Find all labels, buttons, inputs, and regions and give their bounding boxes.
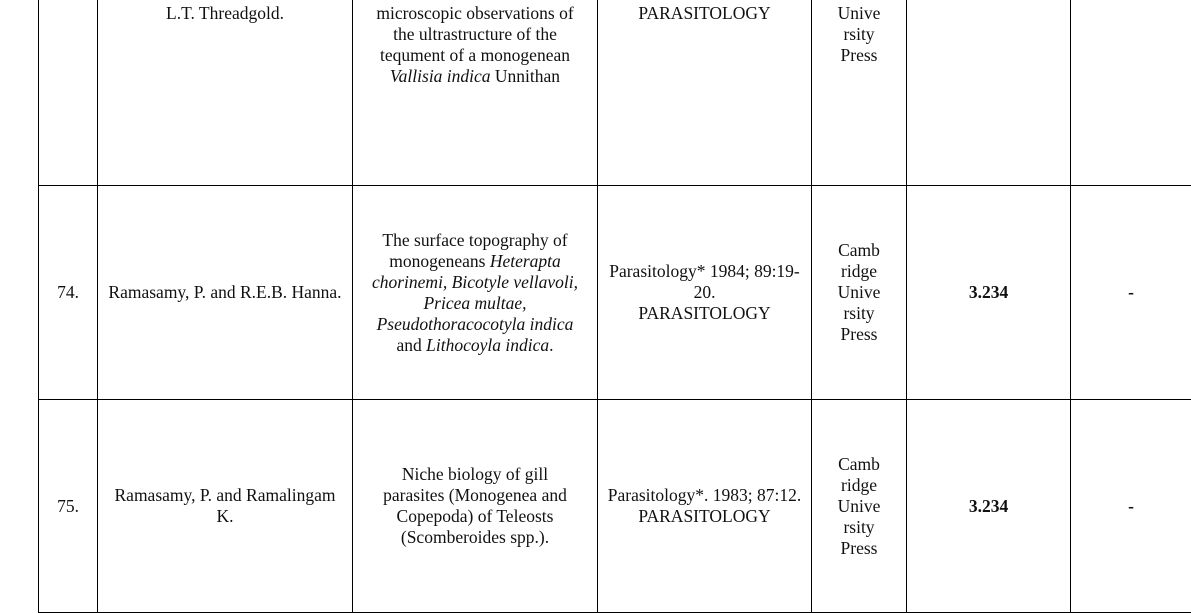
last-cell: -: [1070, 185, 1191, 400]
publisher-line: rsity: [843, 303, 875, 323]
publisher-line: rsity: [843, 24, 875, 44]
title-cell: microscopic observations of the ultrastr…: [352, 0, 598, 186]
table-row: L.T. Threadgold. microscopic observations…: [38, 0, 1191, 186]
table-row: 75. Ramasamy, P. and Ramalingam K. Niche b…: [38, 399, 1191, 613]
cover-label: PARASITOLOGY: [638, 303, 771, 323]
publisher-line: rsity: [843, 516, 875, 537]
title-part: Niche biology of gill parasites (Monogen…: [383, 464, 567, 547]
publisher-line: ridge: [841, 261, 877, 281]
publisher-line: Unive: [837, 495, 881, 516]
journal-cell: Parasitology*. 1983; 87:12. PARASITOLOGY: [597, 399, 812, 613]
journal-cover: PARASITOLOGY: [604, 3, 805, 24]
impact-factor: 3.234: [968, 282, 1009, 302]
impact-factor: 3.234: [968, 495, 1009, 516]
publisher-line: ridge: [841, 474, 877, 495]
title-cell: The surface topography of monogeneans He…: [352, 185, 598, 400]
publisher-cell: Camb ridge Unive rsity Press: [811, 185, 907, 400]
cover-label: PARASITOLOGY: [638, 506, 771, 526]
author: Ramasamy, P. and R.E.B. Hanna.: [108, 282, 342, 302]
author-cell: Ramasamy, P. and R.E.B. Hanna.: [97, 185, 353, 400]
row-number: 74.: [57, 282, 79, 302]
title-part: The surface topography of monogeneans: [382, 229, 568, 271]
author-cell: Ramasamy, P. and Ramalingam K.: [97, 399, 353, 613]
publication-table: L.T. Threadgold. microscopic observations…: [38, 0, 1191, 613]
author: Ramasamy, P. and Ramalingam K.: [114, 485, 336, 526]
number-cell: [38, 0, 98, 186]
impact-cell: [906, 0, 1071, 186]
journal-cover: PARASITOLOGY: [604, 506, 805, 527]
title-part: Vallisia indica: [389, 66, 491, 86]
last-cell: [1070, 0, 1191, 186]
impact-cell: 3.234: [906, 185, 1071, 400]
publisher-line: Press: [840, 324, 878, 344]
cover-label: PARASITOLOGY: [638, 3, 771, 23]
journal-cell: PARASITOLOGY: [597, 0, 812, 186]
publisher-line: Camb: [838, 240, 880, 260]
title-part: Heterapta chorinemi, Bicotyle vellavoli,…: [371, 250, 579, 334]
journal: Parasitology* 1984; 89:19-20.: [609, 261, 800, 302]
impact-cell: 3.234: [906, 399, 1071, 613]
last-value: -: [1128, 282, 1134, 302]
publisher-cell: Camb ridge Unive rsity Press: [811, 399, 907, 613]
publisher-cell: Unive rsity Press: [811, 0, 907, 186]
journal-cover: PARASITOLOGY: [604, 303, 805, 324]
number-cell: 75.: [38, 399, 98, 613]
journal-cell: Parasitology* 1984; 89:19-20. PARASITOLOG…: [597, 185, 812, 400]
publisher-line: Press: [840, 45, 878, 65]
publisher-line: Camb: [838, 453, 880, 474]
title-part: Unnithan: [490, 66, 561, 86]
publisher-line: Unive: [837, 282, 881, 302]
row-number: 75.: [57, 495, 79, 516]
number-cell: 74.: [38, 185, 98, 400]
title-part: microscopic observations of the ultrastr…: [376, 3, 574, 65]
author: L.T. Threadgold.: [166, 3, 284, 23]
title-part: Lithocoyla indica: [426, 334, 550, 355]
publisher-line: Unive: [837, 3, 881, 23]
author-cell: L.T. Threadgold.: [97, 0, 353, 186]
last-cell: -: [1070, 399, 1191, 613]
table-row: 74. Ramasamy, P. and R.E.B. Hanna. The sur…: [38, 185, 1191, 400]
last-value: -: [1128, 495, 1134, 516]
title-part: .: [549, 334, 554, 355]
journal: Parasitology*. 1983; 87:12.: [607, 485, 802, 505]
title-part: and: [396, 334, 427, 355]
publisher-line: Press: [840, 537, 878, 558]
title-cell: Niche biology of gill parasites (Monogen…: [352, 399, 598, 613]
table-body: L.T. Threadgold. microscopic observations…: [38, 0, 1191, 613]
